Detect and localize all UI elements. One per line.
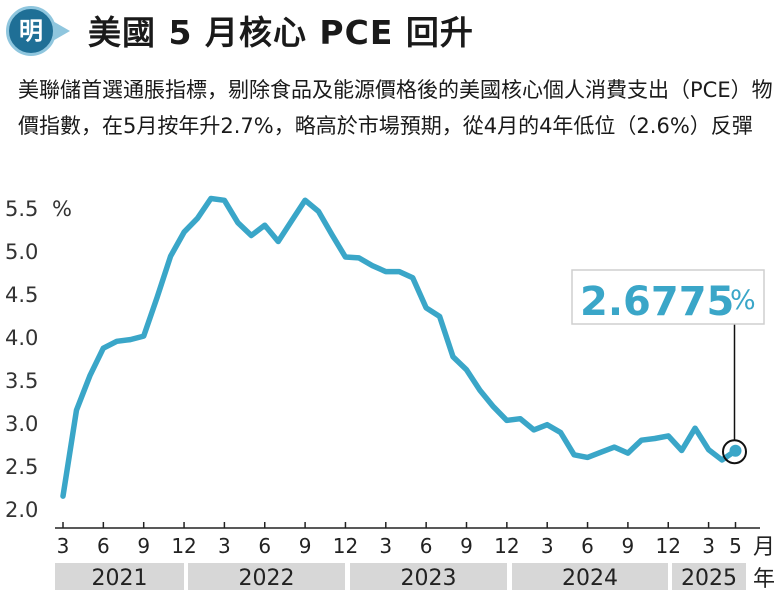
year-label: 2022 (239, 566, 295, 591)
y-tick-label: 5.5 (5, 197, 38, 221)
x-tick-label: 9 (137, 534, 150, 558)
y-tick-label: 3.5 (5, 369, 38, 393)
x-tick-label: 9 (460, 534, 473, 558)
y-tick-label: 4.5 (5, 283, 38, 307)
end-point-dot (729, 444, 742, 457)
x-tick-label: 12 (333, 534, 358, 558)
callout-unit: % (730, 285, 756, 316)
x-tick-label: 6 (581, 534, 594, 558)
year-label: 2023 (401, 566, 457, 591)
x-tick-label: 3 (379, 534, 392, 558)
y-tick-label: 2.0 (5, 498, 38, 522)
year-band (55, 563, 184, 590)
y-tick-label: 4.0 (5, 326, 38, 350)
x-tick-label: 3 (702, 534, 715, 558)
x-tick-label: 6 (420, 534, 433, 558)
y-tick-label: 3.0 (5, 412, 38, 436)
year-band (672, 563, 746, 590)
x-tick-label: 12 (656, 534, 681, 558)
year-band (188, 563, 345, 590)
year-band (350, 563, 507, 590)
x-tick-label: 12 (494, 534, 519, 558)
x-tick-label: 12 (171, 534, 196, 558)
end-point-ring (722, 439, 747, 465)
x-tick-label: 6 (97, 534, 110, 558)
callout-box (571, 269, 765, 325)
chart-subtitle: 美聯儲首選通脹指標，剔除食品及能源價格後的美國核心個人消費支出（PCE）物價指數… (18, 78, 773, 138)
y-unit-label: % (52, 197, 72, 221)
x-tick-label: 3 (541, 534, 554, 558)
x-unit-label: 月 (753, 535, 775, 560)
y-tick-label: 2.5 (5, 455, 38, 479)
x-tick-label: 5 (729, 534, 742, 558)
year-label: 2025 (681, 566, 737, 591)
callout-value: 2.6775 (580, 279, 734, 325)
logo-badge: 明 (6, 6, 56, 56)
series-line (60, 195, 739, 499)
x-tick-label: 3 (57, 534, 70, 558)
y-tick-label: 5.0 (5, 240, 38, 264)
year-label: 2021 (92, 566, 148, 591)
x-tick-label: 9 (622, 534, 635, 558)
header: 明 美國 5 月核心 PCE 回升 (0, 0, 784, 64)
x-tick-label: 3 (218, 534, 231, 558)
chart-title: 美國 5 月核心 PCE 回升 (88, 13, 474, 52)
year-band (512, 563, 668, 590)
x-tick-label: 9 (299, 534, 312, 558)
x-tick-label: 6 (258, 534, 271, 558)
year-unit-label: 年 (753, 567, 775, 592)
year-label: 2024 (562, 566, 618, 591)
